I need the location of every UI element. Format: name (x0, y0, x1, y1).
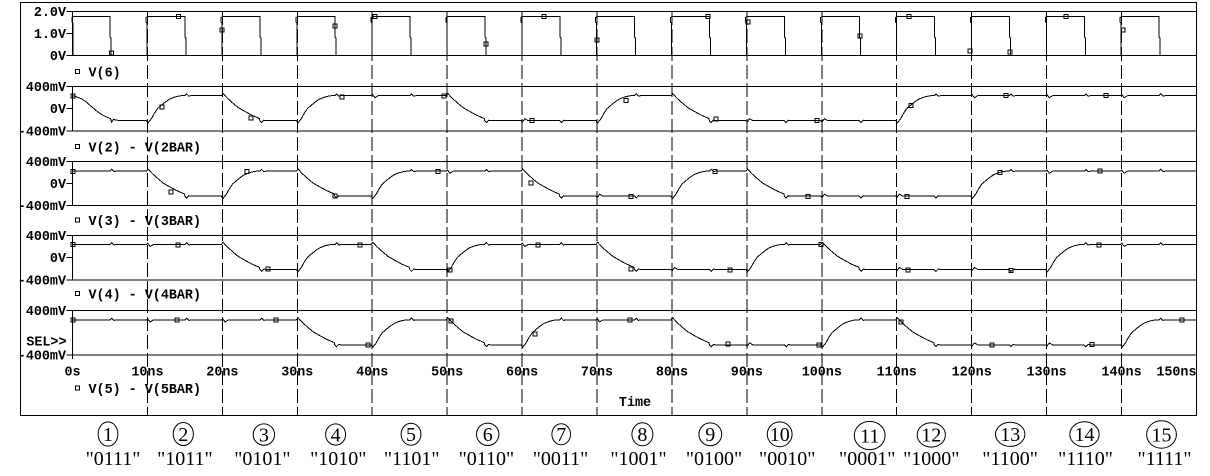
svg-text:"1011": "1011" (157, 448, 213, 470)
svg-text:90ns: 90ns (731, 366, 763, 381)
svg-text:6: 6 (483, 424, 493, 446)
svg-text:13: 13 (1000, 424, 1020, 446)
svg-text:50ns: 50ns (431, 366, 463, 381)
svg-text:Time: Time (619, 396, 651, 411)
svg-text:150ns: 150ns (1156, 366, 1196, 381)
svg-text:V(4) - V(4BAR): V(4) - V(4BAR) (89, 288, 202, 303)
svg-text:"1001": "1001" (610, 448, 666, 470)
svg-text:120ns: 120ns (952, 366, 992, 381)
svg-text:0V: 0V (50, 252, 67, 267)
svg-text:5: 5 (406, 424, 416, 446)
svg-text:400mV: 400mV (26, 81, 67, 96)
svg-text:15: 15 (1152, 424, 1172, 446)
svg-text:-400mV: -400mV (18, 125, 67, 140)
svg-text:40ns: 40ns (356, 366, 388, 381)
svg-text:7: 7 (556, 424, 566, 446)
svg-text:0s: 0s (64, 366, 80, 381)
svg-text:10ns: 10ns (131, 366, 163, 381)
svg-text:70ns: 70ns (581, 366, 613, 381)
svg-text:"1111": "1111" (1137, 448, 1191, 470)
svg-text:"0110": "0110" (459, 448, 515, 470)
svg-text:8: 8 (637, 424, 647, 446)
svg-text:60ns: 60ns (506, 366, 538, 381)
svg-text:V(6): V(6) (89, 66, 121, 81)
svg-text:400mV: 400mV (26, 230, 67, 245)
svg-text:"0111": "0111" (86, 448, 141, 470)
svg-text:V(5) - V(5BAR): V(5) - V(5BAR) (89, 383, 202, 398)
svg-text:"1101": "1101" (384, 448, 440, 470)
svg-text:-400mV: -400mV (18, 349, 67, 364)
svg-text:-400mV: -400mV (18, 200, 67, 215)
svg-text:V(3) - V(3BAR): V(3) - V(3BAR) (89, 215, 202, 230)
svg-text:1: 1 (103, 424, 113, 446)
svg-text:2: 2 (178, 424, 188, 446)
svg-text:30ns: 30ns (281, 366, 313, 381)
svg-text:2.0V: 2.0V (34, 6, 67, 21)
svg-text:9: 9 (705, 424, 715, 446)
svg-text:"1100": "1100" (982, 448, 1038, 470)
svg-text:400mV: 400mV (26, 305, 67, 320)
svg-text:14: 14 (1075, 424, 1095, 446)
svg-text:4: 4 (331, 424, 341, 446)
svg-text:"0101": "0101" (234, 448, 290, 470)
svg-text:110ns: 110ns (877, 366, 917, 381)
svg-text:12: 12 (921, 425, 941, 447)
svg-text:11: 11 (860, 425, 879, 447)
svg-text:100ns: 100ns (802, 366, 842, 381)
svg-text:0V: 0V (50, 178, 67, 193)
svg-text:20ns: 20ns (206, 366, 238, 381)
svg-text:"0001": "0001" (839, 448, 895, 470)
svg-text:"0010": "0010" (759, 448, 815, 470)
svg-text:V(2) - V(2BAR): V(2) - V(2BAR) (89, 141, 202, 156)
svg-text:80ns: 80ns (656, 366, 688, 381)
svg-text:130ns: 130ns (1026, 366, 1066, 381)
svg-text:0V: 0V (50, 103, 67, 118)
svg-text:"0011": "0011" (533, 448, 589, 470)
svg-text:"0100": "0100" (686, 448, 742, 470)
svg-text:3: 3 (259, 424, 269, 446)
svg-text:"1000": "1000" (903, 448, 959, 470)
svg-text:"1110": "1110" (1058, 448, 1113, 470)
svg-text:1.0V: 1.0V (34, 28, 67, 43)
svg-text:10: 10 (770, 424, 790, 446)
svg-text:0V: 0V (50, 50, 67, 65)
svg-text:"1010": "1010" (310, 448, 366, 470)
svg-text:SEL>>: SEL>> (26, 335, 66, 350)
svg-text:400mV: 400mV (26, 156, 67, 171)
svg-text:-400mV: -400mV (18, 274, 67, 289)
svg-text:140ns: 140ns (1101, 366, 1141, 381)
